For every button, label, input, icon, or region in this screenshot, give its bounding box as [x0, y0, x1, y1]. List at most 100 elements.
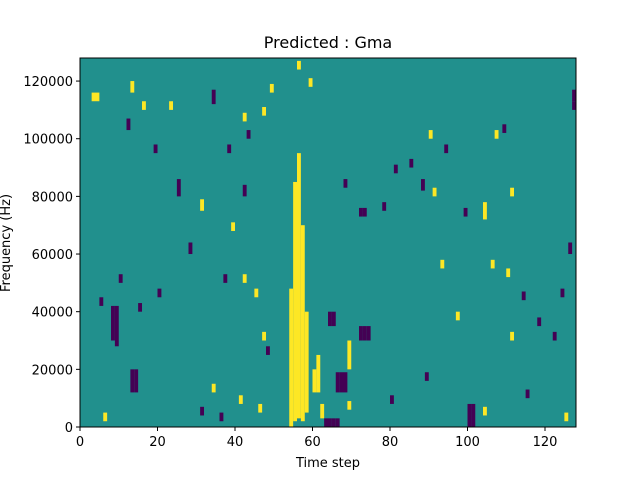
y-tick-label: 120000	[23, 75, 73, 90]
heatmap-cell	[424, 372, 429, 381]
heatmap-cell	[126, 118, 131, 131]
heatmap-cell	[293, 181, 298, 422]
heatmap-cells	[80, 58, 577, 428]
heatmap-cell	[444, 144, 449, 154]
heatmap-cell	[331, 418, 336, 427]
y-tick-label: 40000	[32, 306, 73, 321]
heatmap-cell	[242, 112, 247, 122]
heatmap-cell	[231, 222, 236, 231]
heatmap-cell	[103, 412, 108, 422]
heatmap-cell	[258, 403, 263, 413]
x-tick-label: 0	[76, 435, 84, 450]
heatmap-cell	[494, 130, 499, 139]
plot-area	[80, 58, 577, 428]
heatmap-cell	[572, 89, 577, 102]
heatmap-cell	[211, 89, 216, 105]
heatmap-cell	[510, 187, 515, 197]
heatmap-cell	[134, 369, 139, 393]
heatmap-cell	[324, 418, 329, 427]
heatmap-cell	[114, 305, 119, 347]
plot-frame	[79, 57, 577, 428]
heatmap-cell	[455, 311, 460, 321]
heatmap-cell	[568, 242, 573, 255]
heatmap-cell	[467, 403, 472, 427]
heatmap-cell	[200, 199, 205, 211]
heatmap-cell	[297, 60, 301, 70]
y-axis: 0 20000 40000 60000 80000 100000 120000	[23, 75, 80, 436]
heatmap-cell	[359, 207, 363, 217]
heatmap-cell	[362, 326, 367, 341]
heatmap-cell	[269, 83, 274, 93]
heatmap-cell	[219, 412, 224, 422]
heatmap-cell	[343, 372, 348, 393]
heatmap-cell	[525, 389, 530, 399]
heatmap-cell	[347, 340, 352, 370]
heatmap-cell	[227, 144, 232, 154]
heatmap-cell	[242, 184, 247, 197]
heatmap-cell	[502, 124, 507, 133]
heatmap-cell	[130, 81, 135, 93]
heatmap-cell	[316, 354, 321, 393]
heatmap-cell	[266, 346, 270, 355]
heatmap-cell	[339, 372, 344, 393]
heatmap-cell	[428, 130, 433, 139]
x-tick-label: 40	[227, 435, 244, 450]
heatmap-cell	[200, 406, 205, 416]
y-tick-label: 60000	[32, 248, 73, 263]
heatmap-cell	[347, 401, 352, 410]
heatmap-cell	[312, 369, 317, 393]
heatmap-cell	[262, 107, 267, 116]
y-tick-label: 80000	[32, 190, 73, 205]
heatmap-cell	[335, 372, 340, 393]
heatmap-cell	[142, 101, 146, 110]
heatmap-cell	[483, 406, 487, 416]
heatmap-cell	[409, 158, 414, 168]
heatmap-cell	[289, 288, 294, 428]
heatmap-cell	[304, 311, 309, 413]
heatmap-cell	[366, 326, 371, 341]
heatmap-cell	[328, 418, 332, 427]
heatmap-cell	[560, 288, 565, 298]
heatmap-cell	[118, 274, 123, 283]
heatmap-cell	[297, 153, 301, 419]
heatmap-cell	[138, 303, 143, 312]
heatmap-cell	[176, 179, 181, 197]
heatmap-cell	[572, 101, 577, 110]
heatmap-cell	[91, 92, 96, 102]
heatmap-cell	[169, 101, 174, 110]
heatmap-cell	[254, 288, 259, 298]
heatmap-cell	[421, 179, 425, 191]
heatmap-cell	[328, 311, 332, 327]
heatmap-cell	[552, 331, 557, 341]
heatmap-cell	[382, 202, 387, 211]
heatmap-cell	[130, 369, 135, 393]
heatmap-cell	[362, 207, 367, 217]
heatmap-cell	[564, 412, 569, 422]
heatmap-cell	[440, 259, 445, 269]
heatmap-cell	[111, 305, 115, 341]
heatmap-cell	[242, 274, 247, 283]
heatmap-cell	[246, 130, 251, 139]
x-axis-label: Time step	[295, 456, 360, 471]
x-axis: 0 20 40 60 80 100 120	[76, 427, 557, 450]
heatmap-cell	[99, 297, 104, 306]
heatmap-cell	[490, 259, 495, 269]
heatmap-cell	[238, 395, 243, 404]
chart-title: Predicted : Gma	[264, 33, 392, 52]
heatmap-cell	[463, 207, 468, 217]
heatmap-cell	[95, 92, 100, 102]
heatmap-cell	[262, 331, 267, 341]
heatmap-cell	[359, 326, 363, 341]
heatmap-cell	[188, 242, 193, 255]
y-tick-label: 100000	[23, 133, 73, 148]
y-tick-label: 0	[65, 421, 73, 436]
heatmap-cell	[483, 202, 487, 220]
heatmap-background	[80, 58, 576, 427]
heatmap-cell	[335, 418, 340, 427]
heatmap-cell	[521, 291, 526, 301]
y-tick-label: 20000	[32, 363, 73, 378]
heatmap-cell	[432, 187, 437, 197]
x-tick-label: 20	[149, 435, 166, 450]
x-tick-label: 80	[382, 435, 399, 450]
